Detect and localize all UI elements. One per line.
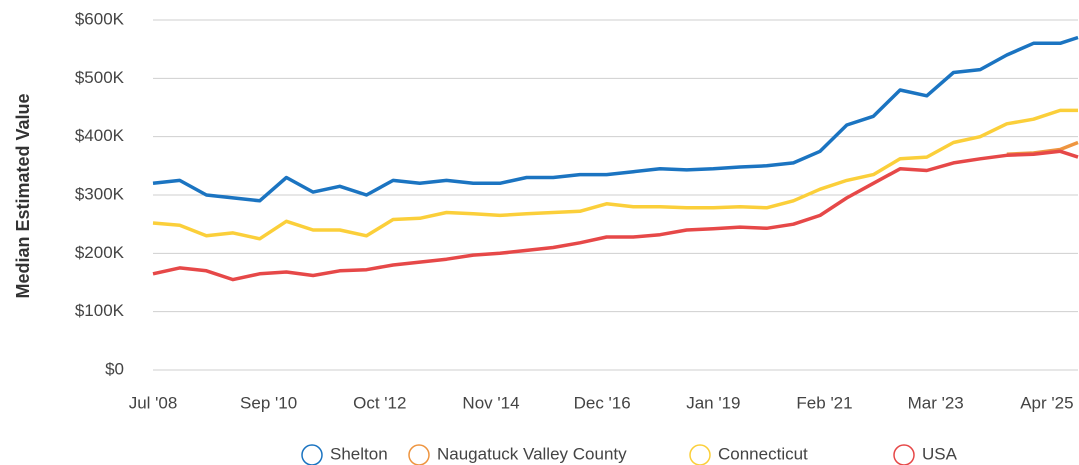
legend-item[interactable]: Shelton — [301, 444, 388, 465]
legend-label: Connecticut — [718, 444, 808, 463]
legend-swatch — [689, 444, 711, 465]
legend-label: USA — [922, 444, 958, 463]
y-tick-label: $400K — [75, 126, 125, 145]
y-tick-label: $300K — [75, 184, 125, 203]
y-tick-label: $200K — [75, 243, 125, 262]
y-tick-label: $0 — [105, 359, 124, 378]
legend-swatch — [408, 444, 430, 465]
x-tick-label: Sep '10 — [240, 393, 297, 412]
y-axis-label: Median Estimated Value — [13, 93, 33, 298]
legend-swatch — [301, 444, 323, 465]
x-tick-label: Apr '25 — [1020, 393, 1073, 412]
series-line — [152, 35, 1079, 203]
legend-item[interactable]: Naugatuck Valley County — [408, 444, 627, 465]
x-tick-label: Dec '16 — [574, 393, 631, 412]
x-tick-label: Feb '21 — [796, 393, 852, 412]
series-line — [152, 149, 1079, 282]
x-tick-label: Mar '23 — [908, 393, 964, 412]
legend-label: Shelton — [330, 444, 388, 463]
legend-label: Naugatuck Valley County — [437, 444, 627, 463]
legend-item[interactable]: Connecticut — [689, 444, 808, 465]
legend-swatch — [893, 444, 915, 465]
y-tick-label: $100K — [75, 301, 125, 320]
x-tick-label: Nov '14 — [462, 393, 519, 412]
y-tick-label: $600K — [75, 9, 125, 28]
x-tick-label: Jan '19 — [686, 393, 740, 412]
y-tick-label: $500K — [75, 68, 125, 87]
legend: Shelton Naugatuck Valley County Connecticu… — [301, 444, 958, 465]
legend-item[interactable]: USA — [893, 444, 958, 465]
x-tick-label: Jul '08 — [129, 393, 178, 412]
series-line — [152, 108, 1078, 241]
x-tick-label: Oct '12 — [353, 393, 406, 412]
